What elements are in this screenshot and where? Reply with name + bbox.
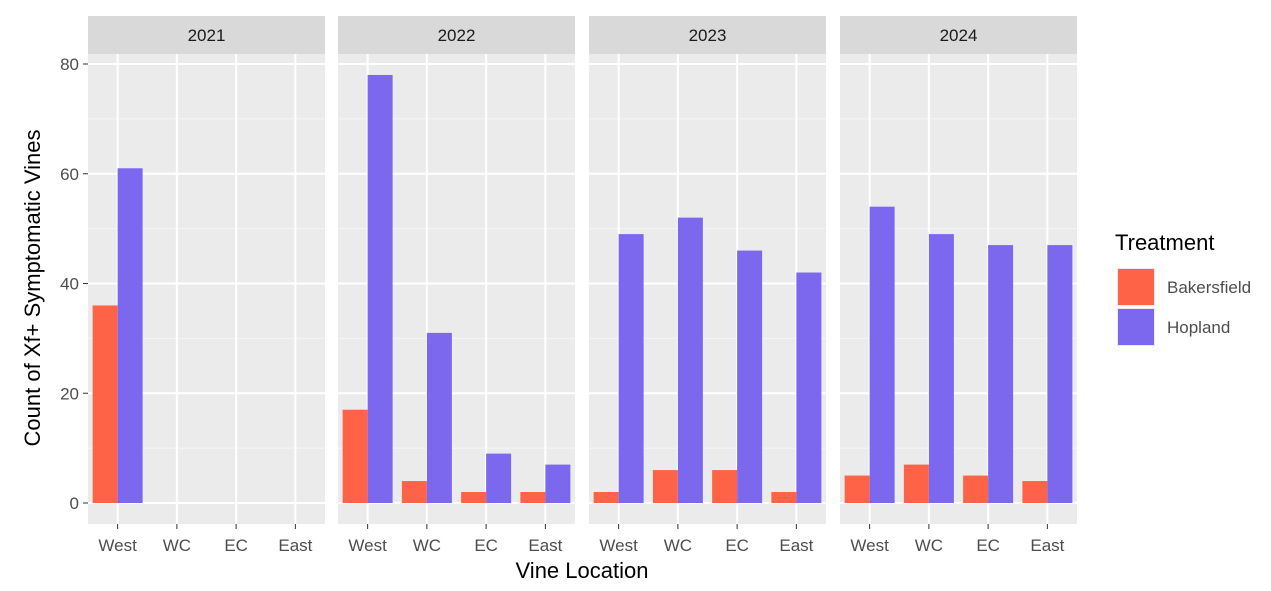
facet-strip-label: 2024: [940, 26, 978, 45]
bar-hopland-ec-2023: [737, 250, 763, 503]
bar-hopland-west-2023: [618, 234, 644, 504]
x-tick-label: West: [98, 536, 137, 555]
bar-hopland-wc-2024: [928, 234, 954, 504]
y-tick-label: 20: [60, 384, 79, 403]
bar-bakersfield-ec-2023: [712, 470, 738, 503]
x-tick-label: East: [1030, 536, 1064, 555]
x-axis-title: Vine Location: [516, 558, 649, 583]
x-tick-label: WC: [915, 536, 943, 555]
bar-hopland-wc-2022: [426, 332, 452, 503]
bar-bakersfield-wc-2024: [903, 464, 929, 503]
facet-strip-label: 2023: [689, 26, 727, 45]
bar-hopland-east-2024: [1047, 245, 1073, 503]
bar-hopland-ec-2022: [486, 453, 512, 503]
bar-hopland-west-2021: [117, 168, 143, 503]
y-tick-label: 80: [60, 55, 79, 74]
y-tick-label: 60: [60, 165, 79, 184]
x-tick-label: East: [528, 536, 562, 555]
x-tick-label: East: [779, 536, 813, 555]
x-tick-label: EC: [474, 536, 498, 555]
x-tick-label: EC: [725, 536, 749, 555]
facet-panel-2022: 2022 West WC EC East: [338, 16, 575, 555]
legend-swatch-bakersfield: [1118, 269, 1154, 305]
bar-bakersfield-west-2024: [844, 475, 870, 503]
bar-bakersfield-wc-2022: [401, 481, 427, 503]
bar-bakersfield-ec-2022: [461, 492, 487, 503]
bar-bakersfield-east-2023: [771, 492, 797, 503]
x-tick-label: WC: [664, 536, 692, 555]
bar-bakersfield-west-2023: [593, 492, 619, 503]
facet-strip-2021: [88, 16, 325, 54]
legend: Treatment Bakersfield Hopland: [1115, 230, 1251, 346]
bar-hopland-east-2023: [796, 272, 822, 503]
y-axis-title: Count of Xf+ Symptomatic Vines: [20, 130, 45, 447]
x-tick-label: WC: [413, 536, 441, 555]
x-tick-label: EC: [976, 536, 1000, 555]
bar-bakersfield-west-2021: [92, 305, 118, 503]
facet-panel-2024: 2024 West WC EC East: [840, 16, 1077, 555]
bar-bakersfield-wc-2023: [652, 470, 678, 503]
facet-panel-2021: 2021 West WC EC East: [88, 16, 325, 555]
x-tick-label: West: [599, 536, 638, 555]
facet-strip-label: 2021: [188, 26, 226, 45]
bar-bakersfield-west-2022: [342, 409, 368, 503]
y-tick-label: 40: [60, 275, 79, 294]
facet-strip-2022: [338, 16, 575, 54]
y-tick-label: 0: [70, 494, 79, 513]
facet-panels: 2021 West WC EC East 2022 West WC EC East 2023 West…: [88, 16, 1077, 555]
bar-bakersfield-east-2024: [1022, 481, 1048, 503]
legend-label-bakersfield: Bakersfield: [1167, 278, 1251, 297]
bar-hopland-west-2024: [869, 206, 895, 504]
legend-swatch-hopland: [1118, 309, 1154, 345]
x-tick-label: EC: [224, 536, 248, 555]
facet-strip-label: 2022: [438, 26, 476, 45]
bar-hopland-west-2022: [367, 74, 393, 503]
bar-bakersfield-east-2022: [520, 492, 546, 503]
bar-hopland-ec-2024: [988, 245, 1014, 503]
bar-hopland-east-2022: [545, 464, 571, 503]
x-tick-label: West: [348, 536, 387, 555]
facet-strip-2023: [589, 16, 826, 54]
legend-title: Treatment: [1115, 230, 1214, 255]
bar-bakersfield-ec-2024: [963, 475, 989, 503]
facet-strip-2024: [840, 16, 1077, 54]
legend-item-bakersfield: Bakersfield: [1117, 268, 1251, 306]
x-tick-label: East: [278, 536, 312, 555]
x-tick-label: WC: [163, 536, 191, 555]
x-tick-label: West: [850, 536, 889, 555]
legend-label-hopland: Hopland: [1167, 318, 1230, 337]
facet-panel-2023: 2023 West WC EC East: [589, 16, 826, 555]
bar-hopland-wc-2023: [677, 217, 703, 503]
legend-item-hopland: Hopland: [1117, 308, 1230, 346]
y-axis: 0 20 40 60 80: [60, 55, 88, 513]
